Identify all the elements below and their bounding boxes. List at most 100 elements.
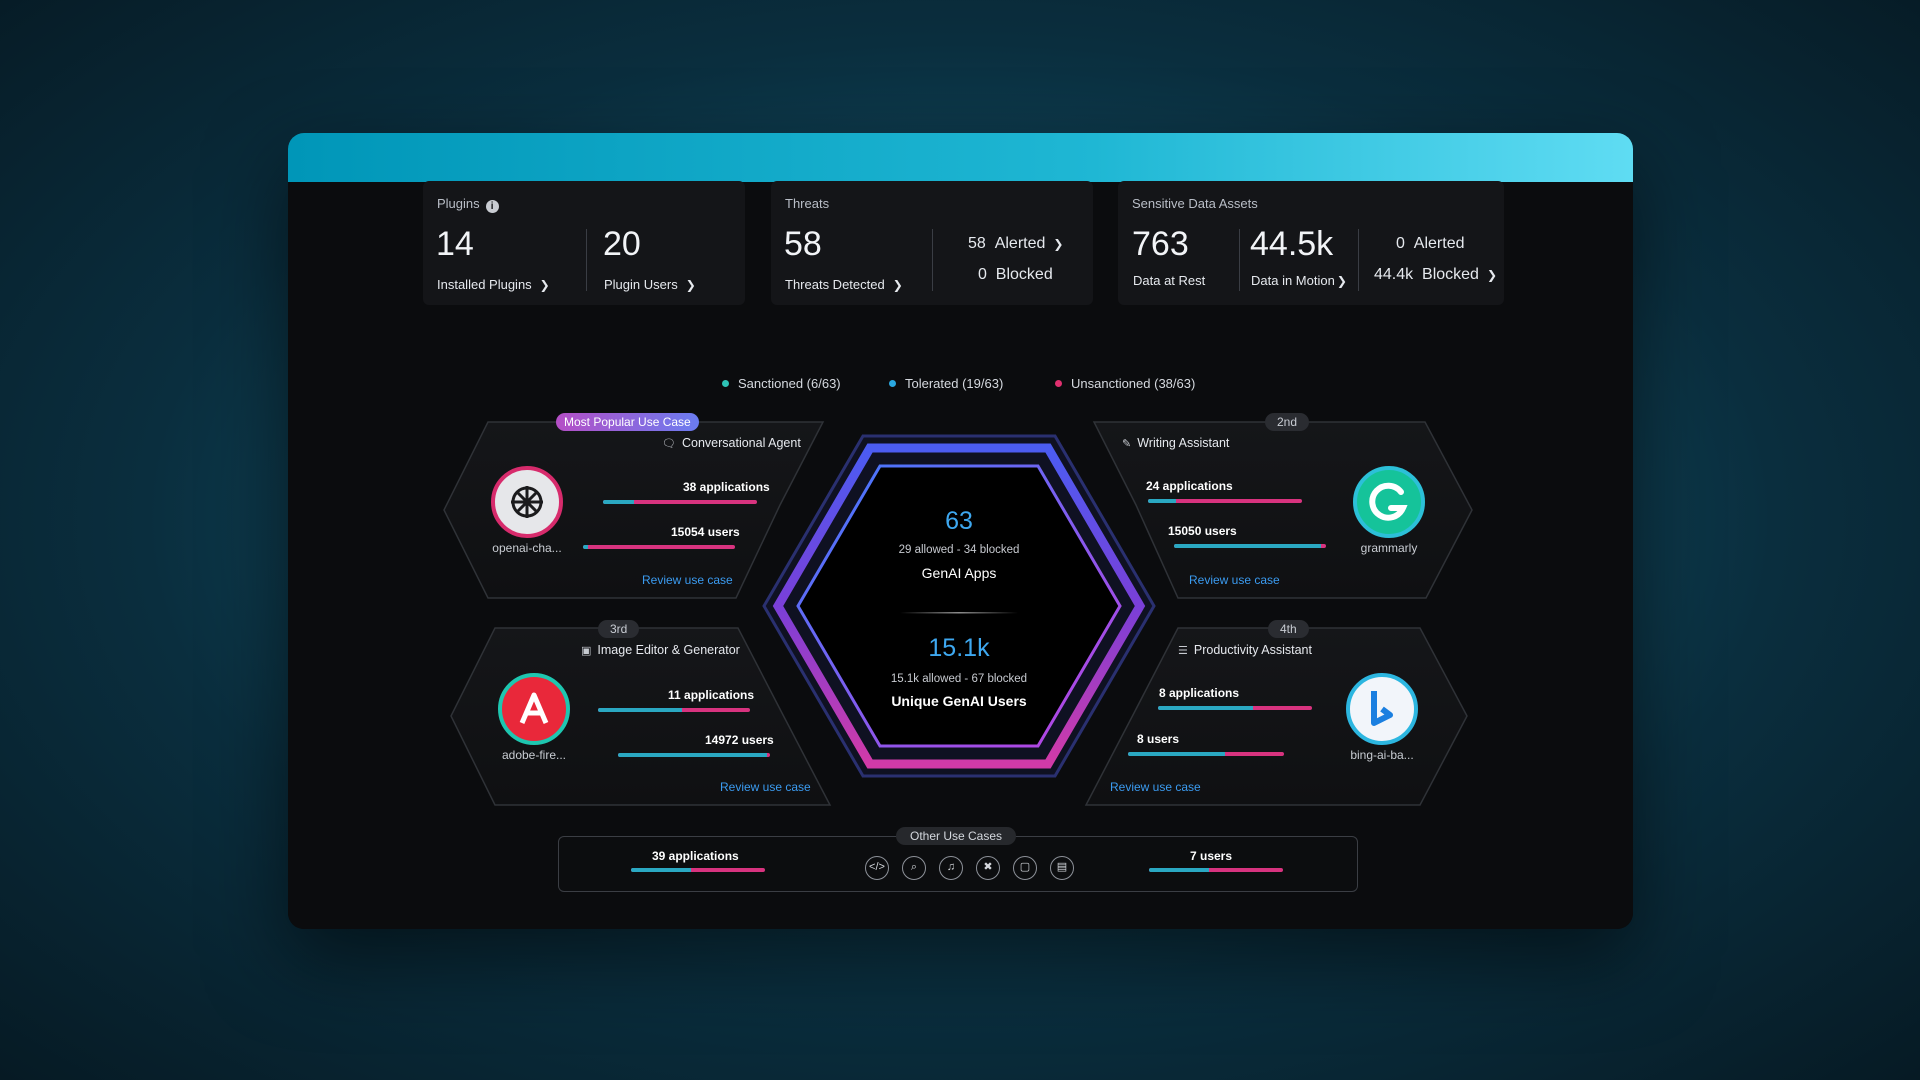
data-at-rest-value: 763 [1132,225,1189,263]
threats-detected-label: Threats Detected [785,277,885,292]
grammarly-logo [1353,466,1425,538]
applications-bar-third [598,708,750,712]
threats-alerted-link[interactable]: 58 Alerted ❯ [968,235,1063,253]
adobe-a-icon [519,692,549,724]
code-icon[interactable]: </> [865,856,889,880]
sensitive-blocked-value: 44.4k [1374,266,1414,283]
users-count-fourth: 8 users [1137,732,1180,746]
users-bar-fill [1128,752,1225,756]
data-in-motion-value: 44.5k [1250,225,1334,263]
users-bar-first [583,545,735,549]
threats-detected-value: 58 [784,225,822,263]
calendar-icon[interactable]: ▤ [1050,856,1074,880]
app-name-second: grammarly [1360,541,1418,555]
sensitive-blocked-label: Blocked [1422,266,1479,283]
chevron-right-icon: ❯ [1336,274,1347,288]
plugins-card: Plugins i 14 Installed Plugins ❯ 20 Plugin… [423,181,745,305]
installed-plugins-link[interactable]: Installed Plugins ❯ [437,277,550,292]
other-users-bar [1149,868,1283,872]
applications-bar-fill [598,708,682,712]
use-case-title-third: ▣ Image Editor & Generator [581,643,740,657]
other-use-cases-badge: Other Use Cases [896,827,1017,845]
applications-count-third: 11 applications [668,688,755,702]
chevron-right-icon: ❯ [539,278,550,292]
other-users-count: 7 users [1190,849,1233,863]
threats-alerted-label: Alerted [994,235,1046,252]
users-bar-fill [583,545,588,549]
legend-sanctioned: Sanctioned (6/63) [722,376,841,391]
other-users-bar-fill [1149,868,1210,872]
plugins-title-text: Plugins [437,196,480,211]
users-bar-fourth [1128,752,1284,756]
genai-users-detail: 15.1k allowed - 67 blocked [890,673,1028,685]
review-use-case-link-first[interactable]: Review use case [642,573,733,587]
use-case-title-second: ✎ Writing Assistant [1122,436,1229,450]
sensitive-data-title: Sensitive Data Assets [1132,196,1258,211]
review-use-case-link-third[interactable]: Review use case [720,780,811,794]
rank-badge-fourth: 4th [1268,620,1309,638]
applications-bar-second [1148,499,1302,503]
bing-logo [1346,673,1418,745]
plugin-users-link[interactable]: Plugin Users ❯ [604,277,696,292]
video-icon[interactable]: ▢ [1013,856,1037,880]
other-applications-bar [631,868,765,872]
data-in-motion-link[interactable]: Data in Motion ❯ [1251,273,1347,288]
window-title-bar [288,133,1633,182]
installed-plugins-value: 14 [436,225,474,263]
use-case-title-fourth: ☰ Productivity Assistant [1178,643,1312,657]
genai-apps-value: 63 [945,507,973,535]
sanctioned-dot [722,380,729,387]
threats-blocked: 0 Blocked [978,266,1053,284]
threats-blocked-value: 0 [978,266,987,283]
chevron-right-icon: ❯ [1053,237,1064,251]
openai-knot-icon [511,486,543,518]
use-case-title-first: 🗨 Conversational Agent [662,436,801,450]
users-bar-third [618,753,770,757]
tools-icon[interactable]: ✖ [976,856,1000,880]
users-bar-fill [618,753,767,757]
genai-apps-detail: 29 allowed - 34 blocked [898,544,1020,556]
genai-users-label: Unique GenAI Users [891,693,1027,709]
threats-detected-link[interactable]: Threats Detected ❯ [785,277,903,292]
chat-icon: 🗨 [662,438,676,450]
applications-bar-fill [603,500,634,504]
users-count-first: 15054 users [671,525,740,539]
threats-alerted-value: 58 [968,235,986,252]
divider [586,229,587,291]
data-at-rest-label: Data at Rest [1133,273,1206,288]
sensitive-data-card: Sensitive Data Assets 763 Data at Rest 4… [1118,181,1504,305]
review-use-case-link-fourth[interactable]: Review use case [1110,780,1201,794]
genai-users-value: 15.1k [928,634,990,662]
info-icon[interactable]: i [485,200,499,213]
use-case-title-second-text: Writing Assistant [1137,436,1230,450]
applications-count-fourth: 8 applications [1159,686,1240,700]
users-bar-second [1174,544,1326,548]
applications-bar-fill [1158,706,1254,710]
tolerated-dot [889,380,896,387]
legend-sanctioned-label: Sanctioned (6/63) [738,376,841,391]
legend-tolerated: Tolerated (19/63) [889,376,1003,391]
sensitive-alerted-value: 0 [1396,235,1405,252]
applications-count-first: 38 applications [683,480,770,494]
sensitive-blocked-link[interactable]: 44.4k Blocked ❯ [1374,266,1497,284]
review-use-case-link-second[interactable]: Review use case [1189,573,1280,587]
genai-apps-label: GenAI Apps [921,565,997,581]
hex-middle-ring [772,443,1146,769]
openai-logo [491,466,563,538]
threats-card: Threats 58 Threats Detected ❯ 58 Alerted ❯… [771,181,1093,305]
adobe-firefly-logo [498,673,570,745]
search-icon[interactable]: ⌕ [902,856,926,880]
divider [1358,229,1359,291]
pencil-icon: ✎ [1122,438,1132,450]
hex-divider [900,612,1018,614]
use-case-title-third-text: Image Editor & Generator [597,643,740,657]
chevron-right-icon: ❯ [1486,268,1498,282]
music-icon[interactable]: ♫ [939,856,963,880]
plugins-title: Plugins i [437,196,499,213]
panel-outline-third [450,627,832,806]
applications-bar-first [603,500,757,504]
installed-plugins-label: Installed Plugins [437,277,532,292]
plugin-users-value: 20 [603,225,641,263]
applications-bar-fourth [1158,706,1312,710]
app-name-fourth: bing-ai-ba... [1350,748,1414,762]
